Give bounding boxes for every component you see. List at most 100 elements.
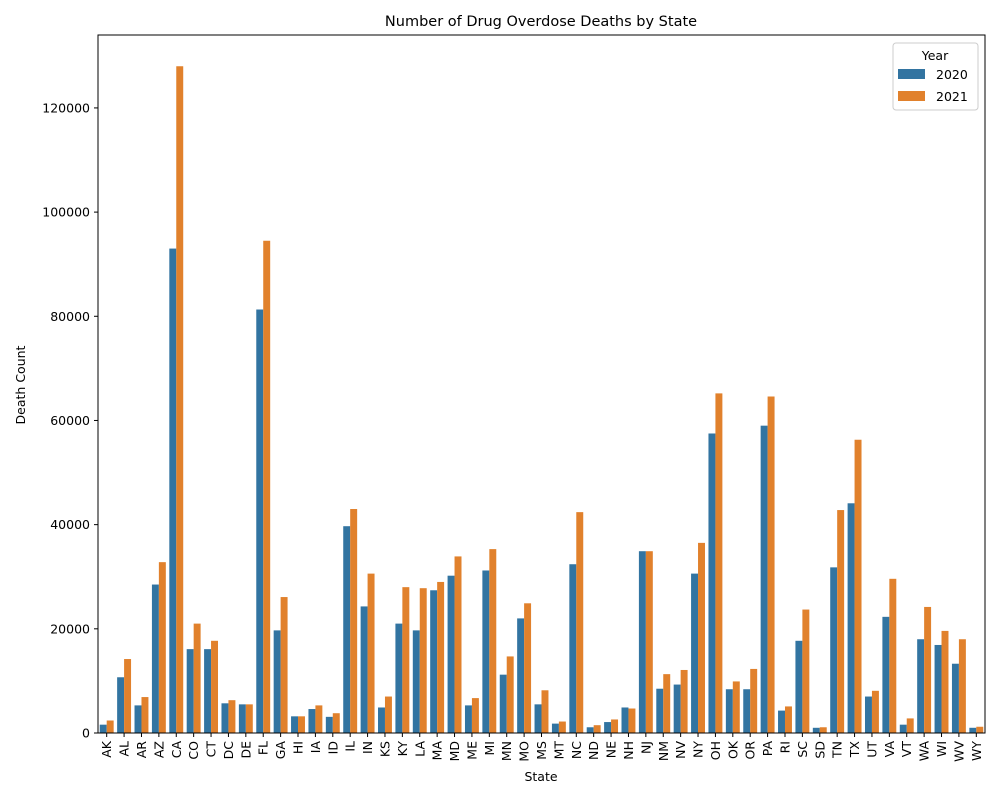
bar-2021-IL <box>350 509 358 733</box>
y-axis-label: Death Count <box>13 345 28 424</box>
x-tick-label: ME <box>464 741 479 760</box>
x-tick-label: NC <box>569 741 584 759</box>
bar-2021-KY <box>402 587 410 733</box>
x-tick-label: SC <box>795 741 810 758</box>
bar-2021-MO <box>524 603 532 733</box>
bar-2021-AK <box>106 720 114 733</box>
bar-2020-NH <box>621 707 629 733</box>
bar-2020-IL <box>343 526 351 733</box>
x-tick-label: RI <box>777 741 792 753</box>
legend-swatch-2021 <box>898 91 925 101</box>
x-tick-label: WI <box>934 741 949 757</box>
bar-2021-AL <box>124 659 132 733</box>
bar-2020-AK <box>99 724 107 733</box>
bar-2021-FL <box>263 240 271 733</box>
bar-2021-PA <box>767 396 775 733</box>
x-tick-label: HI <box>291 741 306 754</box>
bar-2020-MA <box>430 590 438 733</box>
legend-swatch-2020 <box>898 69 925 79</box>
bar-2020-IA <box>308 709 316 733</box>
x-tick-label: KY <box>395 741 410 757</box>
bar-2021-WY <box>976 726 984 733</box>
x-tick-label: CT <box>204 741 219 758</box>
bar-2020-CA <box>169 248 177 733</box>
bar-2021-MD <box>454 556 462 733</box>
bar-2020-MN <box>499 674 507 733</box>
x-tick-label: GA <box>273 741 288 760</box>
x-tick-label: DC <box>221 741 236 760</box>
x-tick-label: TX <box>847 741 862 759</box>
bar-2021-ME <box>471 698 479 733</box>
bar-2021-MA <box>437 581 445 733</box>
bar-2021-NC <box>576 512 584 733</box>
bar-2020-DC <box>221 703 229 733</box>
bar-2020-VA <box>882 616 890 733</box>
legend-label-2020: 2020 <box>936 67 968 82</box>
bar-2021-CA <box>176 66 184 733</box>
bar-2020-GA <box>273 630 281 733</box>
x-tick-label: IA <box>308 741 323 754</box>
bar-2020-OK <box>725 689 733 733</box>
bar-2020-MD <box>447 575 455 733</box>
bar-2020-NJ <box>638 551 646 733</box>
bar-2020-TX <box>847 503 855 733</box>
bar-2020-WA <box>917 639 925 733</box>
bar-2021-TN <box>837 510 845 733</box>
bar-2021-WI <box>941 630 949 733</box>
x-tick-label: PA <box>760 741 775 757</box>
bar-2020-ID <box>325 716 333 733</box>
x-tick-label: MS <box>534 741 549 760</box>
x-tick-label: UT <box>864 741 879 758</box>
bar-2020-UT <box>864 696 872 733</box>
bar-2020-AR <box>134 705 142 733</box>
bar-2020-PA <box>760 425 768 733</box>
y-tick-label: 40000 <box>50 517 90 532</box>
x-tick-label: AR <box>134 741 149 759</box>
x-tick-label: SD <box>812 741 827 759</box>
x-tick-label: MN <box>499 741 514 761</box>
bar-2020-HI <box>291 716 299 733</box>
bar-2021-ND <box>593 725 601 733</box>
x-tick-label: NM <box>656 741 671 761</box>
bar-2020-NE <box>604 722 612 733</box>
x-tick-label: MT <box>551 741 566 760</box>
bar-2020-WI <box>934 644 942 733</box>
bar-2020-SC <box>795 640 803 733</box>
x-tick-label: MD <box>447 741 462 761</box>
x-tick-label: MA <box>430 741 445 761</box>
bar-2021-WV <box>958 639 966 733</box>
bar-2021-NY <box>698 542 705 733</box>
bar-2021-NV <box>680 669 688 733</box>
x-tick-label: VA <box>882 741 897 758</box>
bar-2021-CT <box>211 640 219 733</box>
chart-title: Number of Drug Overdose Deaths by State <box>385 14 697 30</box>
x-tick-label: NV <box>673 741 688 759</box>
bar-2021-VT <box>906 718 914 733</box>
bar-2020-AZ <box>151 584 159 733</box>
x-tick-label: AL <box>117 741 132 757</box>
bar-2020-RI <box>778 710 785 733</box>
bar-2021-MS <box>541 690 549 733</box>
x-tick-label: ID <box>325 741 340 754</box>
x-axis-label: State <box>524 769 557 784</box>
bar-2020-MI <box>482 570 490 733</box>
bar-2021-HI <box>298 716 305 733</box>
bar-2020-NV <box>673 684 681 733</box>
bar-2021-MT <box>558 721 566 733</box>
bar-2021-OR <box>750 668 758 733</box>
x-tick-label: FL <box>256 741 271 755</box>
bar-2020-LA <box>412 630 420 733</box>
bar-2020-VT <box>899 724 907 733</box>
x-tick-label: IL <box>343 741 358 752</box>
bar-2021-WA <box>924 606 932 733</box>
x-tick-label: OR <box>743 741 758 760</box>
bar-2020-WY <box>969 727 977 733</box>
bar-2021-GA <box>280 597 288 733</box>
x-tick-label: VT <box>899 741 914 758</box>
bar-2021-DC <box>228 700 236 733</box>
x-tick-label: NJ <box>638 741 653 754</box>
legend: Year 2020 2021 <box>892 42 979 111</box>
bar-2020-NY <box>691 573 699 733</box>
x-tick-label: NY <box>691 741 706 758</box>
